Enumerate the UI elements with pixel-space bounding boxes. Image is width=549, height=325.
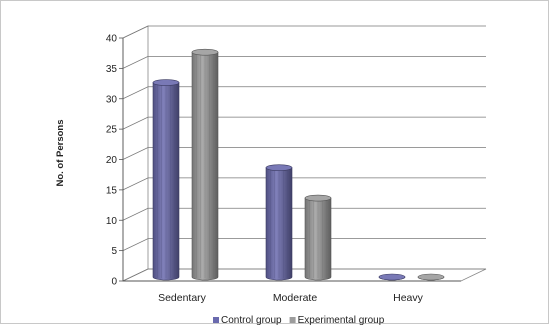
y-tick-label: 20 (106, 155, 118, 166)
bar-top-cap (304, 194, 332, 202)
gridline (122, 25, 486, 39)
legend-label: Experimental group (298, 315, 385, 325)
legend: Control group Experimental group (213, 315, 385, 325)
bar (417, 273, 445, 281)
bar-top-cap (191, 48, 219, 56)
y-tick-label: 30 (106, 94, 118, 105)
gridline (122, 86, 486, 100)
gridlines (122, 25, 486, 282)
gridline (122, 147, 486, 160)
legend-swatch (213, 317, 219, 323)
x-category-label: Heavy (393, 292, 424, 304)
bar-top-cap (378, 273, 406, 281)
y-tick-label: 25 (106, 125, 118, 136)
bar (152, 79, 180, 281)
bar-top-cap (417, 273, 445, 281)
gridline (122, 207, 486, 221)
y-tick-labels: 0 5 10 15 20 25 30 35 40 (106, 34, 123, 288)
gridline (122, 116, 486, 130)
y-tick-label: 35 (106, 64, 118, 75)
y-tick-label: 5 (111, 246, 117, 257)
y-tick-label: 40 (106, 34, 118, 45)
x-category-label: Sedentary (158, 292, 207, 304)
x-category-label: Moderate (273, 292, 318, 304)
y-tick-label: 10 (106, 216, 118, 227)
x-category-labels: Sedentary Moderate Heavy (158, 292, 424, 304)
bar-top-cap (152, 79, 180, 86)
bar (378, 273, 406, 281)
gridline (122, 268, 486, 282)
bar-top-cap (265, 164, 293, 171)
bar (304, 194, 332, 281)
y-tick-label: 15 (106, 185, 118, 196)
legend-label: Control group (221, 315, 282, 325)
legend-swatch (289, 317, 296, 323)
bars (152, 48, 445, 281)
bar (191, 48, 219, 281)
gridline (122, 55, 486, 69)
y-axis-label: No. of Persons (55, 119, 66, 186)
gridline (122, 238, 486, 251)
gridline (122, 177, 486, 191)
bar (265, 164, 293, 281)
y-tick-label: 0 (111, 277, 117, 288)
